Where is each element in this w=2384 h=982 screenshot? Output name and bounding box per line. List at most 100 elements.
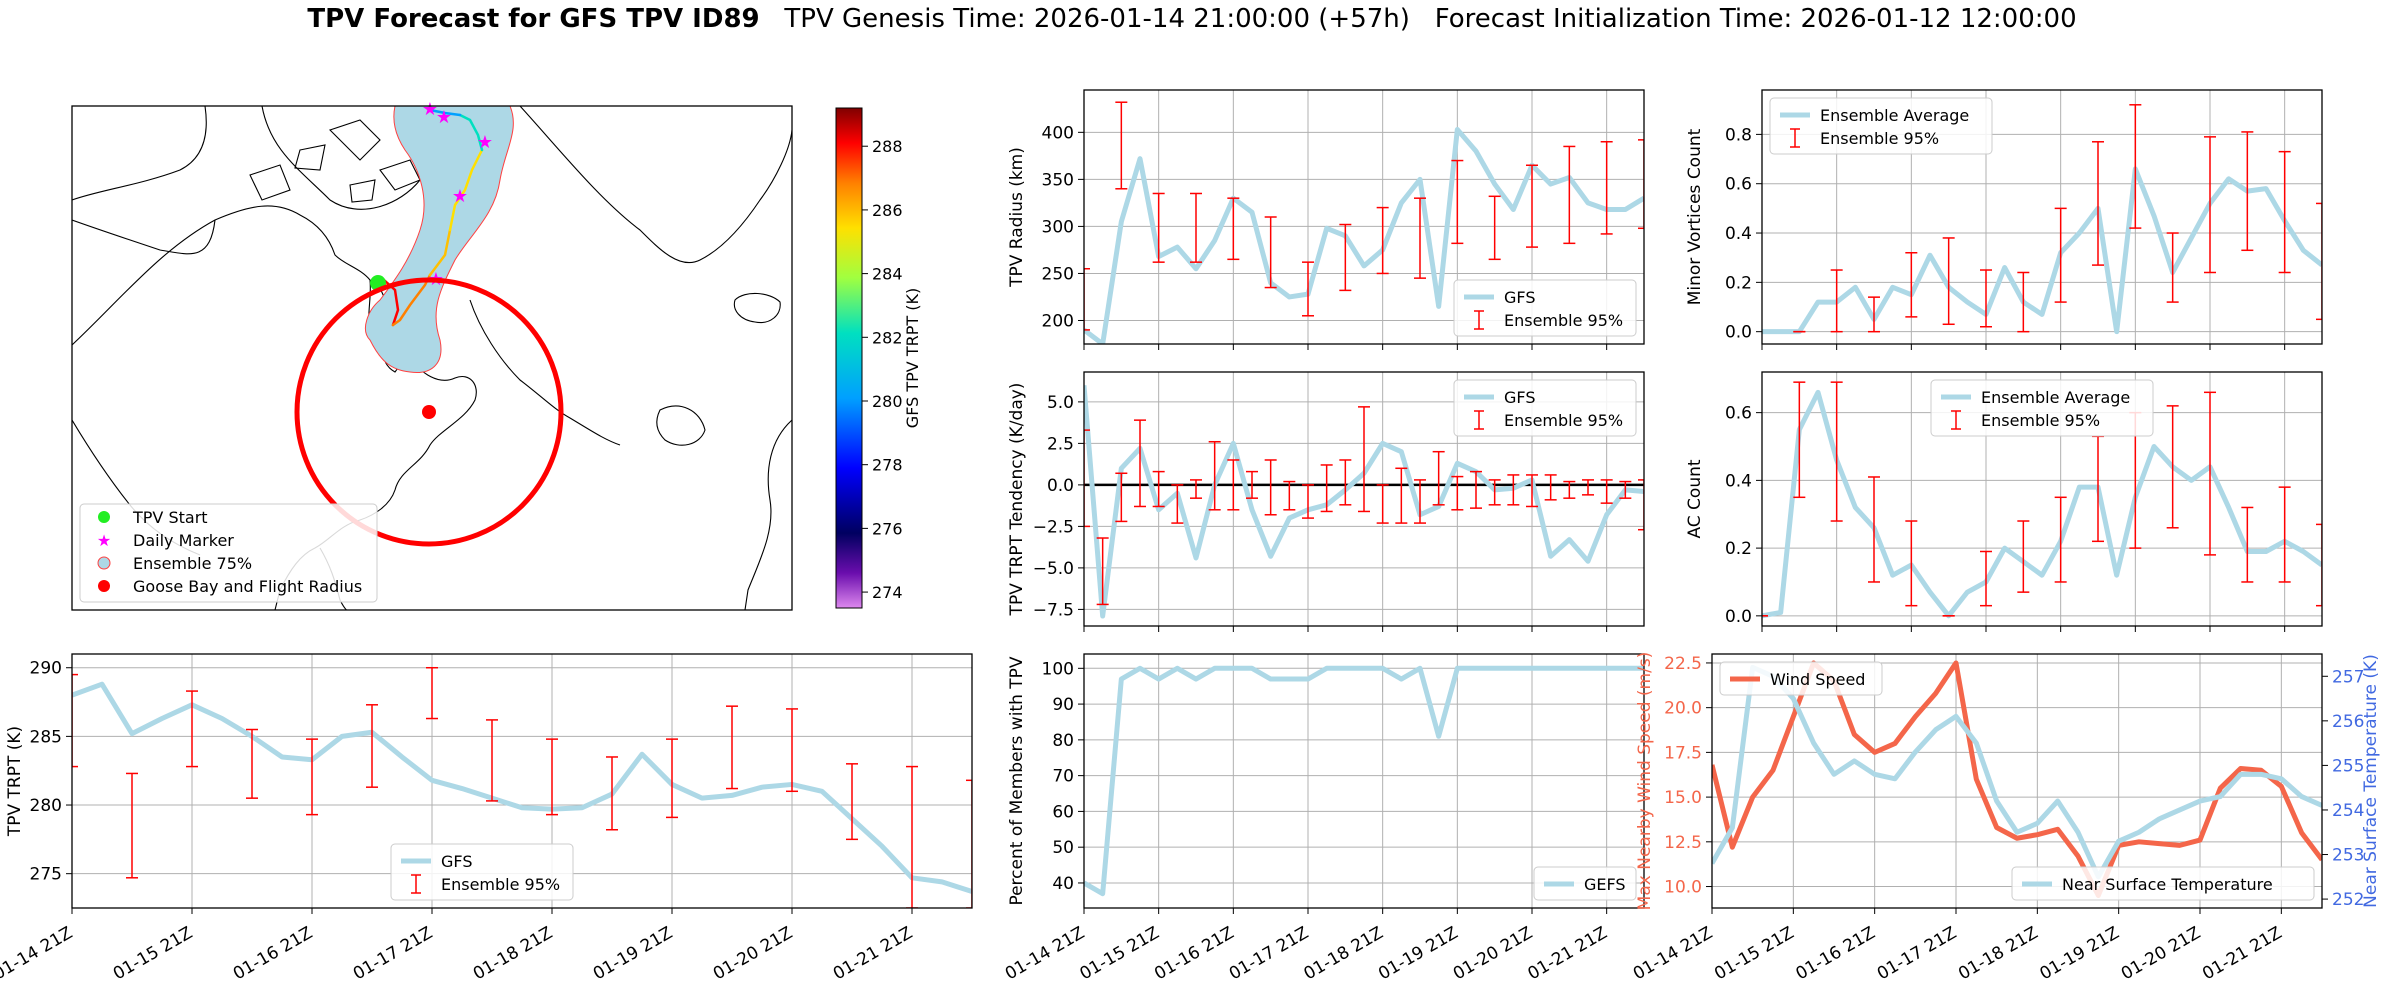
chart-legend: Wind Speed	[1719, 661, 1883, 696]
series-line-ensemble-average	[1762, 389, 2322, 619]
map-frame	[71, 105, 793, 611]
legend-label: Wind Speed	[1770, 670, 1865, 689]
series-line-wind-speed	[1712, 660, 2322, 898]
y-tick-label: 0.8	[1725, 125, 1752, 145]
coastline-alaska	[72, 106, 207, 201]
colorbar-label: GFS TPV TRPT (K)	[903, 288, 922, 428]
map-legend: TPV Start ★ Daily Marker Ensemble 75% Go…	[79, 503, 378, 603]
legend-tpv-start-symbol	[98, 511, 110, 523]
y-tick-label: 10.0	[1664, 878, 1702, 898]
x-tick-label: 01-17 21Z	[350, 923, 436, 982]
y-axis-label: AC Count	[1685, 459, 1705, 538]
legend-ensemble-symbol	[97, 556, 111, 570]
y-tick-label: 22.5	[1664, 654, 1702, 674]
map-legend-daily-marker: Daily Marker	[133, 531, 234, 550]
y-tick-label: −7.5	[1033, 600, 1074, 620]
x-tick-label: 01-18 21Z	[1300, 923, 1386, 982]
colorbar-tick-label: 280	[872, 392, 903, 411]
y-tick-label: −5.0	[1033, 559, 1074, 579]
coastline-iceland	[733, 292, 781, 324]
chart-legend: GFS Ensemble 95%	[1453, 379, 1637, 437]
x-tick-label: 01-19 21Z	[2036, 923, 2122, 982]
legend-box	[1930, 379, 2154, 437]
series-line-gfs	[72, 681, 972, 894]
x-tick-label: 01-14 21Z	[1630, 923, 1716, 982]
y-axis-label: TPV TRPT Tendency (K/day)	[1007, 383, 1027, 617]
legend-label: GEFS	[1584, 875, 1626, 894]
y-axis-label: Max Nearby Wind Speed (m/s)	[1635, 652, 1655, 911]
y-axis-label: Percent of Members with TPV	[1007, 656, 1027, 905]
y-tick-label: 280	[30, 796, 62, 816]
x-tick-label: 01-20 21Z	[1450, 923, 1536, 982]
colorbar-tick-label: 284	[872, 265, 903, 284]
y-tick-label: 5.0	[1047, 393, 1074, 413]
plot-area	[1712, 660, 2322, 898]
coastline-arctic-islands	[249, 119, 421, 203]
axes-frame	[1761, 371, 2323, 627]
y2-tick-label: 255	[2332, 756, 2364, 776]
legend-box	[1769, 97, 1993, 155]
x-tick-label: 01-20 21Z	[2118, 923, 2204, 982]
y2-tick-label: 256	[2332, 712, 2364, 732]
y-tick-label: 285	[30, 727, 62, 747]
chart-legend: GFS Ensemble 95%	[1453, 279, 1637, 337]
coastline-newfoundland	[656, 405, 706, 446]
legend-label: Near Surface Temperature	[2062, 875, 2273, 894]
y-tick-label: 90	[1052, 695, 1074, 715]
y-tick-label: 0.6	[1725, 404, 1752, 424]
chart-radius: 200 250 300 350 400 TPV Radius (km) GFS Ensembl…	[1007, 89, 1645, 350]
y-tick-label: 80	[1052, 731, 1074, 751]
x-tick-label: 01-17 21Z	[1874, 923, 1960, 982]
svg-text:★: ★	[452, 186, 468, 207]
y-tick-label: 12.5	[1664, 833, 1702, 853]
colorbar-tick-label: 288	[872, 137, 903, 156]
x-tick-label: 01-17 21Z	[1226, 923, 1312, 982]
chart-legend: Ensemble Average Ensemble 95%	[1769, 97, 1993, 155]
colorbar: 274 276 278 280 282 284 286 288 GFS TPV TRPT (K…	[835, 107, 922, 609]
x-tick-label: 01-18 21Z	[470, 923, 556, 982]
legend-label: Ensemble Average	[1820, 106, 1969, 125]
colorbar-tick-label: 278	[872, 456, 903, 475]
y-axis-label: Minor Vortices Count	[1685, 128, 1705, 305]
map-legend-ensemble: Ensemble 75%	[133, 554, 252, 573]
plot-area	[72, 666, 972, 908]
map-legend-goose-bay: Goose Bay and Flight Radius	[133, 577, 362, 596]
daily-markers: ★ ★ ★ ★ ★	[422, 99, 493, 290]
y-tick-label: 100	[1042, 659, 1074, 679]
y2-tick-label: 257	[2332, 667, 2364, 687]
legend-label: GFS	[1504, 288, 1535, 307]
series-line-ensemble-average	[1762, 166, 2322, 335]
legend-box	[2011, 866, 2315, 901]
title-bold: TPV Forecast for GFS TPV ID89	[307, 4, 760, 34]
colorbar-tick-label: 274	[872, 583, 903, 602]
x-tick-label: 01-16 21Z	[1151, 923, 1237, 982]
axes-frame	[1083, 653, 1645, 909]
y-tick-label: 290	[30, 659, 62, 679]
svg-text:★: ★	[436, 107, 452, 128]
y2-tick-label: 252	[2332, 890, 2364, 910]
series-line-gefs	[1084, 665, 1644, 897]
legend-box	[390, 843, 574, 901]
legend-box	[1453, 379, 1637, 437]
legend-label: Ensemble 95%	[1981, 411, 2100, 430]
y-tick-label: 0.0	[1725, 323, 1752, 343]
x-tick-label: 01-19 21Z	[1375, 923, 1461, 982]
legend-label: Ensemble Average	[1981, 388, 2130, 407]
plot-area	[1762, 104, 2322, 335]
y-tick-label: 275	[30, 865, 62, 885]
y-tick-label: 17.5	[1664, 743, 1702, 763]
coastline-greenland-main	[519, 106, 792, 264]
y-tick-label: 40	[1052, 874, 1074, 894]
y-tick-label: 20.0	[1664, 699, 1702, 719]
y-tick-label: 50	[1052, 838, 1074, 858]
goose-bay-marker	[422, 405, 436, 419]
y-tick-label: 250	[1042, 264, 1074, 284]
y-tick-label: 15.0	[1664, 788, 1702, 808]
y2-tick-label: 253	[2332, 846, 2364, 866]
y-tick-label: 0.4	[1725, 471, 1752, 491]
axes-frame	[1761, 89, 2323, 345]
x-tick-label: 01-16 21Z	[230, 923, 316, 982]
